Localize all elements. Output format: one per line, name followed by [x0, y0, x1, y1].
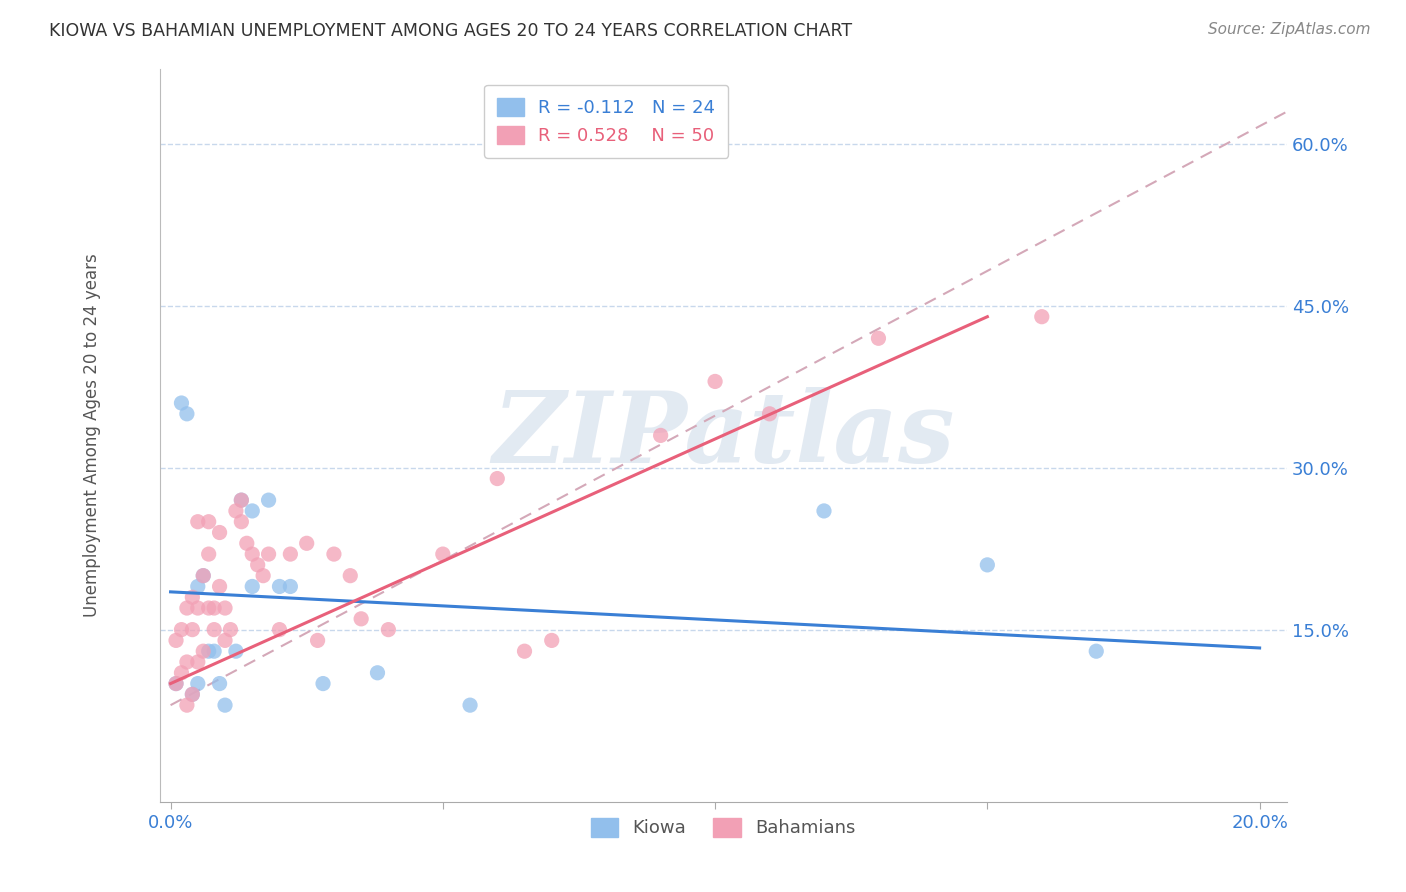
Point	[240, 504, 263, 518]
Point	[214, 601, 236, 615]
Point	[225, 644, 247, 658]
Text: KIOWA VS BAHAMIAN UNEMPLOYMENT AMONG AGES 20 TO 24 YEARS CORRELATION CHART: KIOWA VS BAHAMIAN UNEMPLOYMENT AMONG AGE…	[49, 22, 852, 40]
Text: Unemployment Among Ages 20 to 24 years: Unemployment Among Ages 20 to 24 years	[83, 253, 101, 617]
Point	[193, 568, 215, 582]
Point	[295, 536, 318, 550]
Point	[202, 644, 225, 658]
Point	[240, 579, 263, 593]
Text: Source: ZipAtlas.com: Source: ZipAtlas.com	[1208, 22, 1371, 37]
Legend: Kiowa, Bahamians: Kiowa, Bahamians	[583, 811, 863, 845]
Point	[170, 665, 193, 680]
Point	[540, 633, 562, 648]
Point	[165, 676, 187, 690]
Point	[252, 568, 274, 582]
Point	[257, 547, 280, 561]
Text: ZIPatlas: ZIPatlas	[492, 387, 955, 483]
Point	[187, 676, 209, 690]
Point	[181, 591, 204, 605]
Point	[458, 698, 481, 713]
Point	[219, 623, 242, 637]
Point	[1085, 644, 1108, 658]
Point	[208, 676, 231, 690]
Point	[246, 558, 269, 572]
Point	[240, 547, 263, 561]
Point	[231, 493, 253, 508]
Point	[181, 623, 204, 637]
Point	[187, 579, 209, 593]
Point	[868, 331, 890, 345]
Point	[257, 493, 280, 508]
Point	[181, 687, 204, 701]
Point	[193, 568, 215, 582]
Point	[176, 407, 198, 421]
Point	[280, 547, 302, 561]
Point	[197, 644, 219, 658]
Point	[650, 428, 672, 442]
Point	[704, 375, 727, 389]
Point	[197, 601, 219, 615]
Point	[231, 515, 253, 529]
Point	[377, 623, 399, 637]
Point	[350, 612, 373, 626]
Point	[976, 558, 998, 572]
Point	[193, 644, 215, 658]
Point	[197, 515, 219, 529]
Point	[280, 579, 302, 593]
Point	[269, 579, 291, 593]
Point	[432, 547, 454, 561]
Point	[208, 525, 231, 540]
Point	[758, 407, 780, 421]
Point	[176, 601, 198, 615]
Point	[176, 655, 198, 669]
Point	[170, 623, 193, 637]
Point	[187, 515, 209, 529]
Point	[214, 633, 236, 648]
Point	[269, 623, 291, 637]
Point	[165, 633, 187, 648]
Point	[202, 623, 225, 637]
Point	[231, 493, 253, 508]
Point	[187, 601, 209, 615]
Point	[202, 601, 225, 615]
Point	[339, 568, 361, 582]
Point	[1031, 310, 1053, 324]
Point	[236, 536, 259, 550]
Point	[187, 655, 209, 669]
Point	[214, 698, 236, 713]
Point	[513, 644, 536, 658]
Point	[170, 396, 193, 410]
Point	[813, 504, 835, 518]
Point	[165, 676, 187, 690]
Point	[208, 579, 231, 593]
Point	[225, 504, 247, 518]
Point	[181, 687, 204, 701]
Point	[197, 547, 219, 561]
Point	[323, 547, 346, 561]
Point	[312, 676, 335, 690]
Point	[366, 665, 388, 680]
Point	[486, 471, 509, 485]
Point	[176, 698, 198, 713]
Point	[307, 633, 329, 648]
